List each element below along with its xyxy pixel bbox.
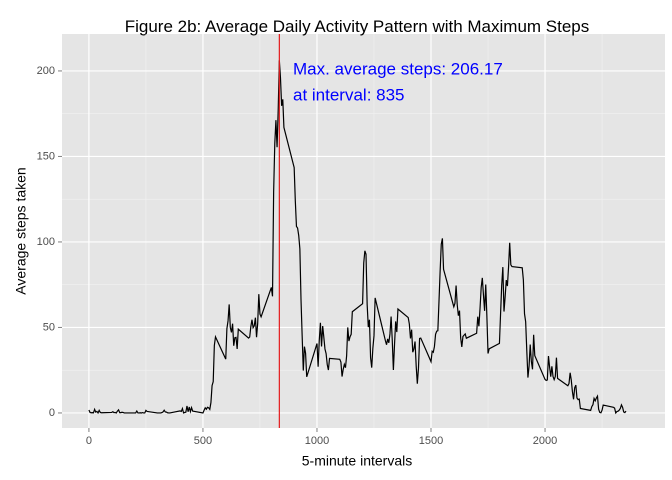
x-axis-title: 5-minute intervals bbox=[302, 453, 413, 469]
line bbox=[88, 60, 627, 415]
panel bbox=[62, 34, 665, 428]
x-tick-label: 0 bbox=[86, 435, 92, 447]
annotation: at interval: 835 bbox=[293, 85, 405, 104]
chart-title: Figure 2b: Average Daily Activity Patter… bbox=[125, 17, 590, 36]
y-tick-label: 150 bbox=[37, 150, 55, 162]
y-tick-label: 0 bbox=[49, 407, 55, 419]
x-tick-label: 1500 bbox=[419, 435, 443, 447]
y-axis-title: Average steps taken bbox=[13, 167, 29, 294]
x-tick-label: 2000 bbox=[533, 435, 557, 447]
x-tick-label: 1000 bbox=[305, 435, 329, 447]
y-tick-label: 50 bbox=[43, 321, 55, 333]
y-tick-label: 200 bbox=[37, 65, 55, 77]
y-tick-label: 100 bbox=[37, 236, 55, 248]
annotation: Max. average steps: 206.17 bbox=[293, 59, 503, 78]
x-tick-label: 500 bbox=[194, 435, 212, 447]
